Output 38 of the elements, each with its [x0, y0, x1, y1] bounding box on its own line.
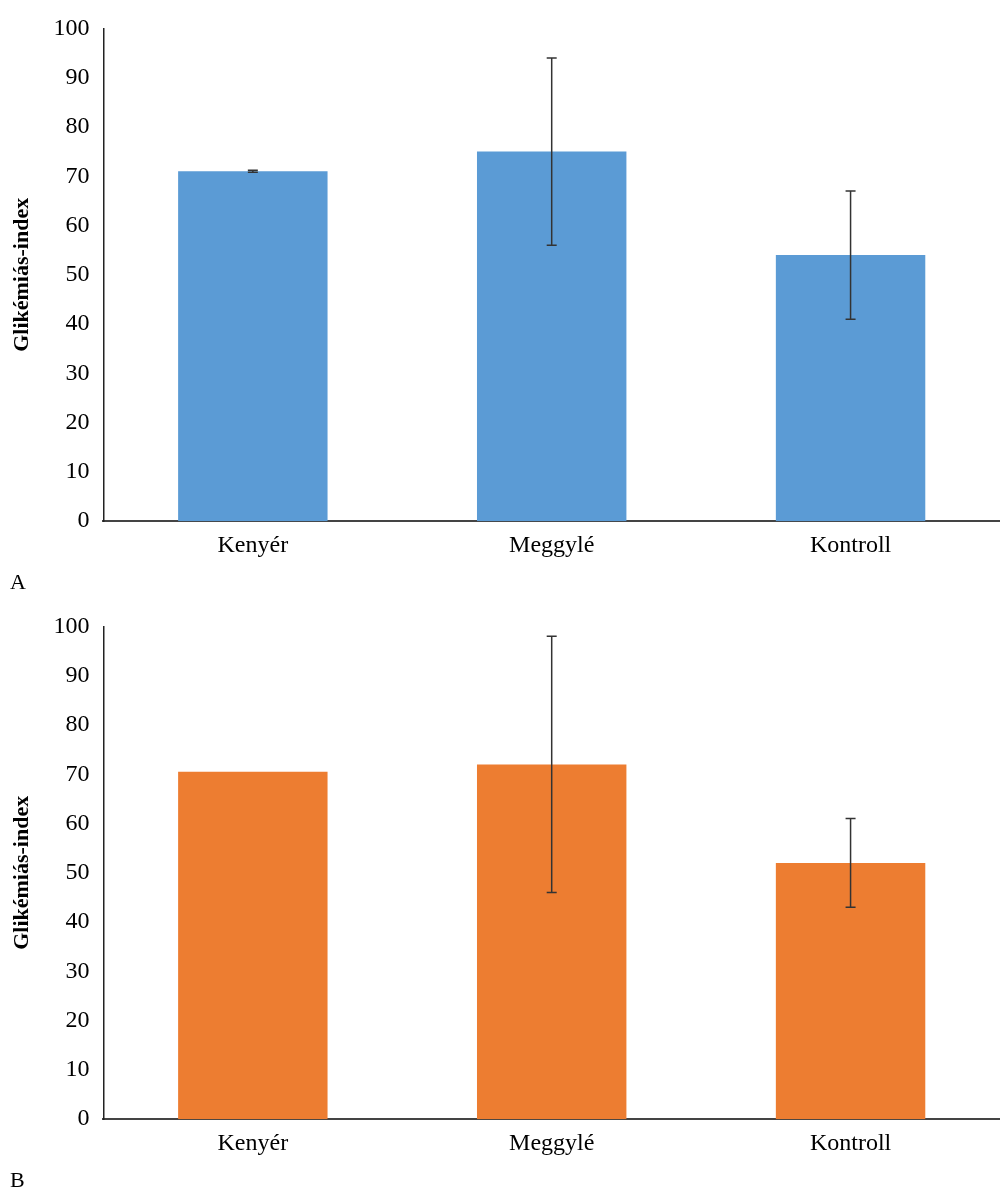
bar — [178, 771, 328, 1120]
y-tick-label: 50 — [65, 858, 90, 885]
y-tick-label: 20 — [65, 1005, 90, 1032]
bar — [775, 255, 926, 522]
y-tick-label: 70 — [65, 161, 90, 188]
y-tick-label: 0 — [77, 506, 90, 533]
x-tick-label: Meggylé — [509, 1128, 595, 1155]
x-tick-label: Kenyér — [217, 530, 289, 557]
x-tick-label: Kontroll — [809, 1128, 892, 1155]
y-tick-label: 10 — [65, 457, 90, 484]
y-tick-label: 100 — [53, 611, 90, 638]
x-tick-label: Meggylé — [509, 530, 595, 557]
y-tick-label: 60 — [65, 210, 90, 237]
y-tick-label: 40 — [65, 309, 90, 336]
bar — [476, 764, 627, 1120]
y-axis-title: Glikémiás-index — [7, 795, 33, 950]
x-tick-label: Kontroll — [809, 530, 892, 557]
bar — [775, 862, 926, 1120]
y-tick-label: 40 — [65, 907, 90, 934]
y-tick-label: 60 — [65, 808, 90, 835]
x-tick-label: Kenyér — [217, 1128, 289, 1155]
y-tick-label: 0 — [77, 1104, 90, 1131]
y-tick-label: 90 — [65, 660, 90, 687]
bar — [476, 151, 627, 522]
y-tick-label: 20 — [65, 407, 90, 434]
text: B — [10, 1166, 25, 1192]
bar — [178, 171, 328, 522]
y-tick-label: 10 — [65, 1055, 90, 1082]
y-axis-title: Glikémiás-index — [7, 197, 33, 352]
y-tick-label: 50 — [65, 260, 90, 287]
y-tick-label: 70 — [65, 759, 90, 786]
y-tick-label: 30 — [65, 956, 90, 983]
y-tick-label: 80 — [65, 710, 90, 737]
y-tick-label: 90 — [65, 62, 90, 89]
y-tick-label: 30 — [65, 358, 90, 385]
y-tick-label: 100 — [53, 13, 90, 40]
text: A — [10, 568, 26, 594]
y-tick-label: 80 — [65, 112, 90, 139]
